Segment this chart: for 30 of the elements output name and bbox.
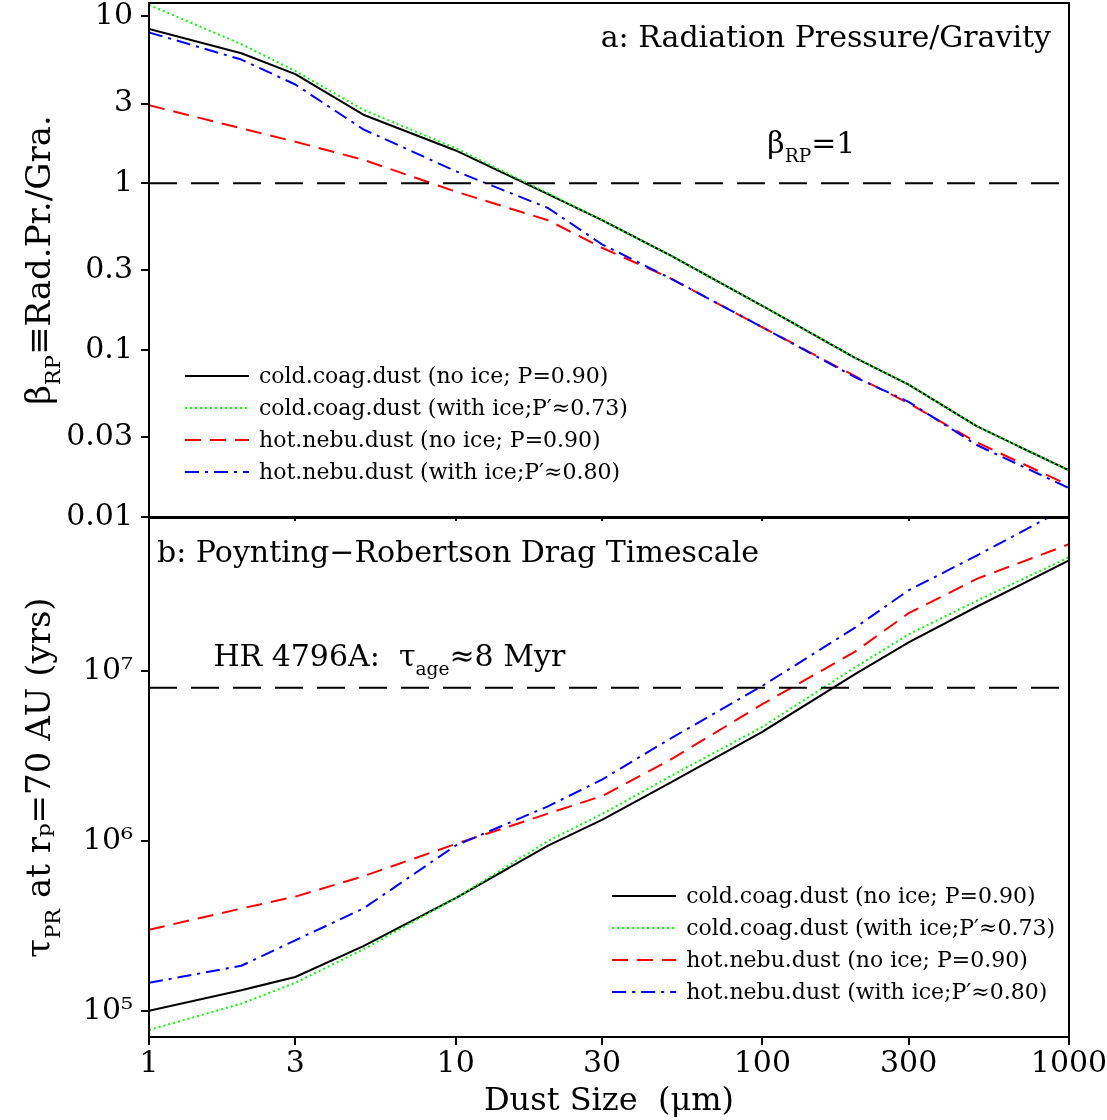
- legend-label: hot.nebu.dust (with ice;P′≈0.80): [259, 459, 621, 484]
- text: b: Poynting−Robertson Drag Timescale: [157, 534, 760, 569]
- legend-label: hot.nebu.dust (no ice; P=0.90): [686, 947, 1028, 972]
- x-tick-label: 10: [436, 1043, 475, 1079]
- y-axis-title: βRP≡Rad.Pr./Gra.: [18, 115, 66, 405]
- x-axis-title: Dust Size (μm): [483, 1080, 735, 1118]
- y-tick-label: 0.3: [85, 250, 133, 286]
- y-tick-label: 0.03: [66, 417, 133, 453]
- x-tick-label: 1: [139, 1043, 159, 1079]
- legend-label: cold.coag.dust (no ice; P=0.90): [686, 883, 1036, 908]
- y-tick-label: 3: [113, 83, 133, 119]
- legend-label: hot.nebu.dust (with ice;P′≈0.80): [686, 979, 1048, 1004]
- legend-label: cold.coag.dust (with ice;P′≈0.73): [686, 915, 1055, 940]
- legend-label: cold.coag.dust (no ice; P=0.90): [259, 363, 609, 388]
- y-tick-label: 0.1: [85, 329, 133, 365]
- legend-label: hot.nebu.dust (no ice; P=0.90): [259, 427, 601, 452]
- x-tick-label: 1000: [1030, 1043, 1107, 1079]
- x-tick-label: 300: [880, 1043, 938, 1079]
- text: a: Radiation Pressure/Gravity: [600, 19, 1052, 54]
- y-tick-label: 0.01: [66, 496, 133, 532]
- x-tick-label: 100: [733, 1043, 791, 1079]
- x-tick-label: 3: [285, 1043, 305, 1079]
- y-axis-title: τPR at rₚ=70 AU (yrs): [18, 597, 66, 958]
- y-tick-label: 1: [113, 162, 133, 198]
- y-tick-label: 10⁵: [82, 990, 133, 1026]
- x-tick-label: 30: [582, 1043, 622, 1079]
- y-tick-label: 10⁶: [82, 820, 133, 856]
- y-tick-label: 10⁷: [82, 651, 133, 687]
- legend-label: cold.coag.dust (with ice;P′≈0.73): [259, 395, 628, 420]
- y-tick-label: 10: [94, 0, 133, 32]
